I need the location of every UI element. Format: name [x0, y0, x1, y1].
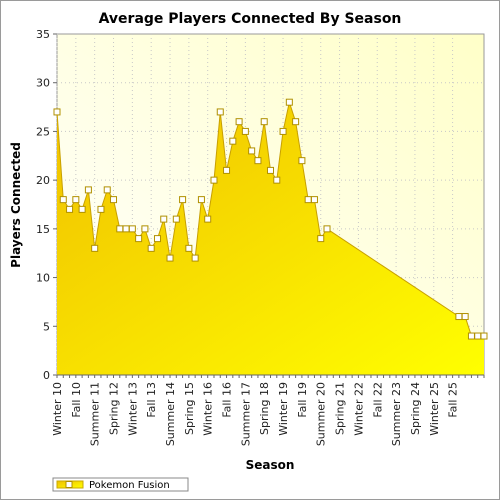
y-tick-label: 0	[43, 369, 50, 382]
data-point	[317, 235, 325, 243]
data-point	[160, 215, 168, 223]
y-tick-label: 30	[36, 77, 50, 90]
data-point	[273, 176, 281, 184]
x-tick-label: Winter 10	[51, 382, 64, 436]
data-point	[267, 166, 274, 174]
x-tick-label: Winter 16	[202, 382, 215, 436]
x-tick-label: Spring 12	[108, 382, 121, 435]
data-point	[103, 186, 111, 194]
data-point	[53, 108, 61, 116]
legend-box	[52, 477, 189, 492]
data-point	[84, 186, 92, 194]
series-points	[53, 98, 488, 340]
x-tick-label: Fall 13	[145, 382, 158, 418]
y-tick-label: 10	[36, 272, 50, 285]
data-point	[166, 254, 174, 262]
x-axis-label: Season	[246, 458, 295, 472]
data-point	[141, 225, 149, 233]
data-point	[128, 225, 136, 233]
x-tick-label: Fall 25	[447, 382, 460, 418]
chart-title: Average Players Connected By Season	[99, 11, 402, 27]
data-point	[480, 332, 488, 340]
data-point	[310, 196, 318, 204]
data-point	[248, 147, 256, 155]
data-point	[122, 225, 130, 233]
data-point	[78, 205, 86, 213]
data-point	[191, 254, 199, 262]
series-area-fill	[57, 102, 484, 375]
x-tick-label: Fall 16	[221, 382, 234, 418]
y-tick-label: 15	[36, 223, 50, 236]
x-tick-label: Spring 15	[183, 382, 196, 435]
data-point	[110, 196, 118, 204]
data-point	[467, 332, 475, 340]
x-tick-label: Summer 11	[89, 382, 102, 446]
legend-marker	[65, 481, 73, 488]
data-point	[461, 313, 469, 321]
data-point	[116, 225, 124, 233]
data-point	[147, 244, 155, 252]
data-point	[323, 225, 331, 233]
x-tick-label: Winter 19	[277, 382, 290, 436]
data-point	[91, 244, 99, 252]
data-point	[254, 157, 262, 165]
y-axis-label: Players Connected	[9, 142, 23, 268]
x-tick-label: Winter 13	[126, 382, 139, 436]
legend: Pokemon Fusion	[52, 477, 189, 492]
x-tick-label: Summer 14	[164, 382, 177, 446]
x-tick-label: Spring 24	[409, 382, 422, 435]
y-tick-label: 20	[36, 174, 50, 187]
data-point	[304, 196, 312, 204]
data-point	[72, 196, 80, 204]
x-tick-label: Summer 17	[239, 382, 252, 446]
data-point	[235, 118, 243, 126]
x-tick-label: Spring 18	[258, 382, 271, 435]
data-point	[292, 118, 300, 126]
data-point	[185, 244, 193, 252]
x-tick-label: Fall 22	[371, 382, 384, 418]
data-point	[241, 127, 249, 135]
data-point	[229, 137, 237, 145]
y-tick-label: 35	[36, 28, 50, 41]
data-point	[135, 235, 143, 243]
data-point	[179, 196, 187, 204]
data-point	[66, 205, 74, 213]
data-point	[455, 313, 463, 321]
data-point	[260, 118, 268, 126]
x-tick-label: Fall 10	[70, 382, 83, 418]
x-axis: Winter 10 Fall 10 Summer 11 Spring 12 Winter…	[51, 374, 485, 446]
data-point	[474, 332, 482, 340]
data-point	[197, 196, 205, 204]
data-point	[172, 215, 180, 223]
data-point	[59, 196, 67, 204]
data-point	[210, 176, 218, 184]
data-point	[223, 166, 231, 174]
data-point	[97, 205, 105, 213]
y-tick-label: 5	[43, 320, 50, 333]
data-point	[298, 157, 306, 165]
legend-label: Pokemon Fusion	[89, 480, 170, 491]
y-axis: 0 5 10 15 20 25 30 35	[36, 28, 57, 382]
data-point	[216, 108, 224, 116]
data-point	[204, 215, 212, 223]
x-tick-label: Fall 19	[296, 382, 309, 418]
data-point	[153, 235, 161, 243]
x-tick-label: Summer 23	[390, 382, 403, 446]
x-tick-label: Winter 22	[352, 382, 365, 436]
y-tick-label: 25	[36, 125, 50, 138]
data-point	[285, 98, 293, 106]
data-point	[279, 127, 287, 135]
x-tick-label: Summer 20	[315, 382, 328, 446]
x-tick-label: Winter 25	[428, 382, 441, 436]
x-tick-label: Spring 21	[334, 382, 347, 435]
